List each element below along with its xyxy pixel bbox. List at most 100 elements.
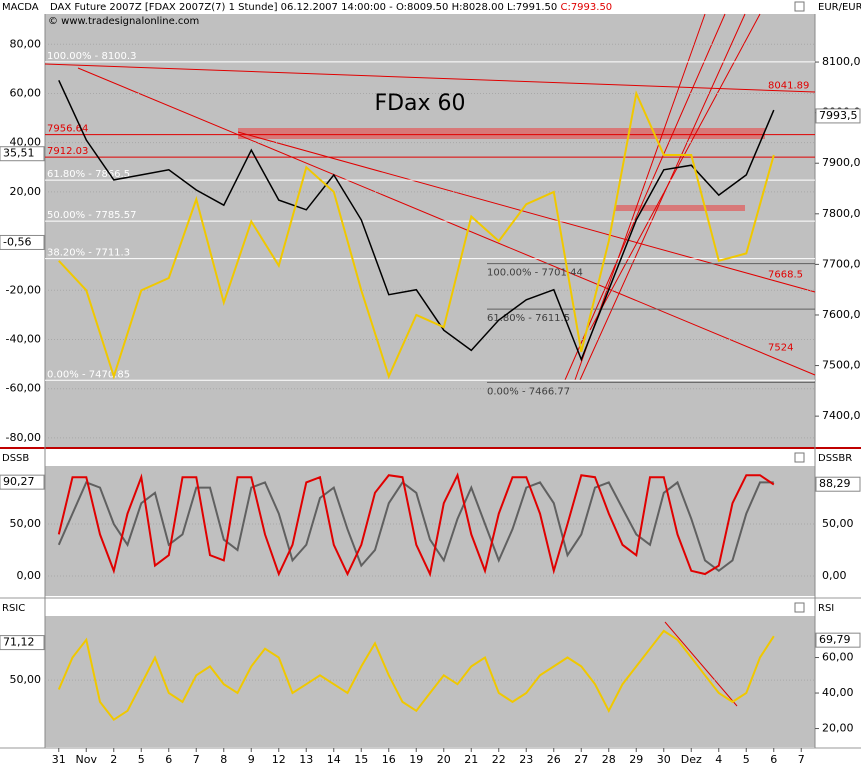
panel-name: MACDA <box>2 2 39 13</box>
x-tick-label: 8 <box>220 753 227 766</box>
y-tick-label: 40,00 <box>10 136 42 149</box>
rsi-plot-bg <box>45 616 815 747</box>
fib-label: 0.00% - 7466.77 <box>487 386 570 397</box>
y2-tick-label: 7700,00 <box>822 257 861 270</box>
x-tick-label: 22 <box>492 753 506 766</box>
y-tick-label: 50,00 <box>10 517 42 530</box>
y2-tick-label: 60,00 <box>822 651 854 664</box>
panel-button[interactable] <box>794 1 805 12</box>
fib-label: 61.80% - 7866.5 <box>47 169 130 180</box>
x-tick-label: 7 <box>193 753 200 766</box>
title-text: DAX Future 2007Z [FDAX 2007Z(7) 1 Stunde… <box>50 2 557 13</box>
value-marker-label: 35,51 <box>3 147 35 160</box>
panel-name: DSSB <box>2 453 29 464</box>
y-tick-label: 0,00 <box>17 569 42 582</box>
value-marker <box>0 635 45 651</box>
x-tick-label: 26 <box>547 753 561 766</box>
series-line <box>58 90 775 380</box>
copyright: © www.tradesignalonline.com <box>48 16 199 27</box>
x-tick-label: 7 <box>798 753 805 766</box>
main-plot-bg <box>45 14 815 447</box>
x-tick-label: 5 <box>138 753 145 766</box>
panel-button[interactable] <box>794 452 805 463</box>
x-tick-label: 23 <box>519 753 533 766</box>
y2-tick-label: 50,00 <box>822 517 854 530</box>
value-marker <box>0 234 45 250</box>
y2-tick-label: 7600,00 <box>822 308 861 321</box>
trend-line <box>589 13 761 331</box>
x-tick-label: 16 <box>382 753 396 766</box>
fib-label: 38.20% - 7711.3 <box>47 248 130 259</box>
x-tick-label: 4 <box>715 753 722 766</box>
fib-label: 100.00% - 8100.3 <box>47 51 136 62</box>
x-tick-label: 14 <box>327 753 341 766</box>
trend-line <box>579 13 746 381</box>
value-marker-label: 7993,5 <box>819 109 858 122</box>
y2-tick-label: 7500,00 <box>822 359 861 372</box>
x-tick-label: 19 <box>409 753 423 766</box>
value-marker <box>0 146 45 162</box>
y-tick-label: 20,00 <box>10 185 42 198</box>
close-text: C:7993.50 <box>560 2 612 13</box>
panel-name: RSIC <box>2 603 25 614</box>
fib-label: 7956.64 <box>47 124 88 135</box>
x-tick-label: 15 <box>354 753 368 766</box>
value-marker <box>815 108 861 124</box>
currency: EUR/EUR <box>818 2 861 13</box>
value-marker-label: -0,56 <box>3 235 31 248</box>
resistance-zone <box>238 128 765 139</box>
x-tick-label: 31 <box>52 753 66 766</box>
trend-line <box>44 63 816 93</box>
fib-label: 61.80% - 7611.5 <box>487 313 570 324</box>
x-tick-label: 13 <box>299 753 313 766</box>
panel-name-right: DSSBR <box>818 453 852 464</box>
fib-label: 50.00% - 7785.57 <box>47 210 136 221</box>
panel-button[interactable] <box>794 602 805 613</box>
y-tick-label: 60,00 <box>10 86 42 99</box>
level-label: 7524 <box>768 342 793 353</box>
series-line <box>58 79 775 362</box>
trend-line <box>237 131 816 293</box>
rsi-trend-line <box>664 621 738 707</box>
x-tick-label: 12 <box>272 753 286 766</box>
value-marker-label: 90,27 <box>3 475 35 488</box>
y-tick-label: 50,00 <box>10 673 42 686</box>
chart-annotation: FDax 60 <box>374 91 465 116</box>
instrument-title: DAX Future 2007Z [FDAX 2007Z(7) 1 Stunde… <box>50 2 612 13</box>
x-tick-label: 29 <box>629 753 643 766</box>
series-line <box>57 480 774 573</box>
value-marker <box>815 476 861 492</box>
y-tick-label: -40,00 <box>6 332 41 345</box>
fib-label: 7912.03 <box>47 146 88 157</box>
x-tick-label: Nov <box>76 753 98 766</box>
x-tick-label: 30 <box>657 753 671 766</box>
y2-tick-label: 7900,00 <box>822 156 861 169</box>
value-marker <box>0 474 45 490</box>
value-marker-label: 69,79 <box>819 633 851 646</box>
support-zone <box>615 205 745 211</box>
x-tick-label: 9 <box>248 753 255 766</box>
x-tick-label: 2 <box>110 753 117 766</box>
x-tick-label: 6 <box>770 753 777 766</box>
x-tick-label: Dez <box>681 753 702 766</box>
y-tick-label: -60,00 <box>6 382 41 395</box>
value-marker-label: 71,12 <box>3 636 35 649</box>
header-bar <box>0 0 861 14</box>
y2-tick-label: 7800,00 <box>822 207 861 220</box>
y2-tick-label: 40,00 <box>822 686 854 699</box>
trend-line <box>564 13 726 381</box>
series-line <box>57 472 775 578</box>
series-line <box>57 629 775 722</box>
trend-lines <box>44 13 816 381</box>
y2-tick-label: 8100,00 <box>822 55 861 68</box>
x-tick-label: 27 <box>574 753 588 766</box>
value-marker <box>815 632 861 648</box>
y-tick-label: 80,00 <box>10 37 42 50</box>
fib-label: 0.00% - 7470.85 <box>47 369 130 380</box>
y2-tick-label: 7400,00 <box>822 409 861 422</box>
level-label: 7668.5 <box>768 269 803 280</box>
value-marker-label: 88,29 <box>819 477 851 490</box>
y2-tick-label: 20,00 <box>822 722 854 735</box>
level-label: 8041.89 <box>768 80 809 91</box>
x-tick-label: 21 <box>464 753 478 766</box>
